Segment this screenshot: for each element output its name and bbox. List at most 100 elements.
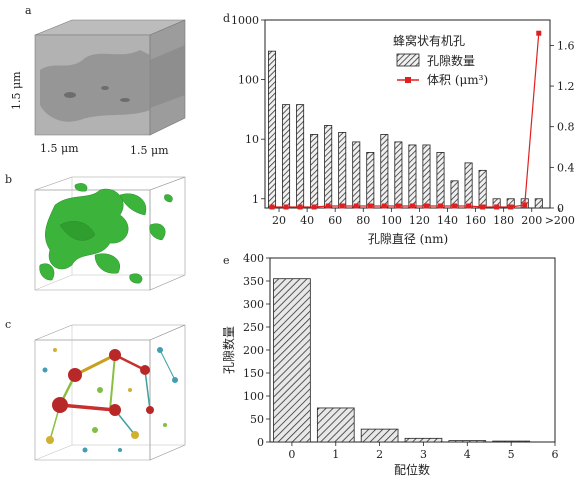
chart-d-volume-point xyxy=(367,203,373,209)
chart-d-xtick-label: 40 xyxy=(300,214,314,227)
chart-d-title: 蜂窝状有机孔 xyxy=(393,33,465,48)
chart-d-xtick-label: 140 xyxy=(437,214,458,227)
chart-d-volume-point xyxy=(269,204,275,210)
chart-d-ytick-right-label: 0.8 xyxy=(557,121,575,134)
panel-a-dim-bottom-left: 1.5 μm xyxy=(40,142,79,155)
panel-a-dim-left: 1.5 μm xyxy=(10,71,23,110)
chart-d-volume-point xyxy=(494,204,500,210)
panel-a-label: a xyxy=(25,4,32,17)
chart-e-axes: 0 1 2 3 4 5 6 0 50 100 150 200 250 300 350 400 xyxy=(243,252,559,461)
chart-d-ytick-label: 10 xyxy=(245,133,259,146)
chart-d-xtick-label: 80 xyxy=(356,214,370,227)
chart-e-ytick-label: 350 xyxy=(243,275,264,288)
chart-e-plot-area xyxy=(269,257,556,443)
chart-e-ytick-label: 200 xyxy=(243,344,264,357)
chart-d-plot-area xyxy=(264,19,551,209)
chart-d-volume-point xyxy=(353,203,359,209)
chart-e-ytick-label: 150 xyxy=(243,367,264,380)
chart-e-ytick-label: 300 xyxy=(243,298,264,311)
chart-e-ytick-label: 100 xyxy=(243,390,264,403)
legend-label-volume: 体积 (μm³) xyxy=(427,73,488,87)
chart-d-xtick-label: 120 xyxy=(409,214,430,227)
chart-d-bar xyxy=(338,131,347,209)
chart-d-ytick-label: 1000 xyxy=(231,14,259,27)
chart-e-xtick-label: 3 xyxy=(420,448,427,461)
chart-d-volume-point xyxy=(423,203,429,209)
panel-a-cube: a 1.5 μm 1.5 μm 1.5 μm xyxy=(10,4,186,157)
chart-d-bar xyxy=(380,134,389,209)
chart-d-volume-point xyxy=(395,203,401,209)
chart-e-bar xyxy=(492,440,530,443)
chart-d-bar xyxy=(366,151,375,209)
legend-swatch-count xyxy=(396,53,420,67)
chart-d-bar xyxy=(268,50,277,209)
chart-e-xtick-label: 4 xyxy=(464,448,471,461)
legend-swatch-volume-marker xyxy=(405,77,411,83)
panel-d: d 20 40 60 80 100 120 140 160 180 200 >200 1 10 100 10… xyxy=(215,0,588,250)
chart-d-xtick-label: 100 xyxy=(381,214,402,227)
panel-a: a 1.5 μm 1.5 μm 1.5 μm xyxy=(0,0,200,160)
chart-e-bar xyxy=(404,437,443,443)
chart-d-volume-point xyxy=(339,203,345,209)
chart-d-bar xyxy=(422,144,431,209)
chart-d-ytick-right-label: 0 xyxy=(557,202,564,215)
chart-d-xtick-label: 200 xyxy=(521,214,542,227)
chart-d-volume-point xyxy=(508,204,514,210)
legend-label-count: 孔隙数量 xyxy=(427,53,475,68)
chart-d-ytick-right-label: 0.4 xyxy=(557,161,575,174)
chart-e-ytick-label: 400 xyxy=(243,252,264,265)
chart-d-bar xyxy=(408,144,417,209)
chart-d-volume-point xyxy=(311,204,317,210)
chart-d-xtick-label: 60 xyxy=(328,214,342,227)
chart-d-bars xyxy=(268,50,543,209)
chart-e-ytick-label: 0 xyxy=(257,436,264,449)
chart-e-xtick-label: 0 xyxy=(288,448,295,461)
chart-d-ytick-right-label: 1.6 xyxy=(557,39,575,52)
chart-e: e 0 1 2 3 4 5 6 0 50 100 150 200 250 300 350 400 配位数 孔隙… xyxy=(221,252,559,477)
chart-d-bar xyxy=(352,141,361,209)
panel-b: b xyxy=(0,165,200,305)
panel-a-dim-bottom-right: 1.5 μm xyxy=(130,144,169,157)
chart-e-xtick-label: 5 xyxy=(508,448,515,461)
chart-d-xtick-label: >200 xyxy=(545,214,575,227)
chart-d-bar xyxy=(282,104,291,209)
chart-d-xtick-label: 160 xyxy=(465,214,486,227)
chart-d-volume-point xyxy=(325,203,331,209)
chart-e-ytick-label: 50 xyxy=(250,413,264,426)
panel-e-label: e xyxy=(223,254,230,267)
chart-d-bar xyxy=(534,198,543,209)
chart-d-volume-point xyxy=(381,203,387,209)
chart-e-xtick-label: 2 xyxy=(376,448,383,461)
chart-d-volume-point xyxy=(437,203,443,209)
chart-d-bar xyxy=(310,134,319,209)
chart-d-volume-point xyxy=(297,204,303,210)
chart-d: d 20 40 60 80 100 120 140 160 180 200 >200 1 10 100 10… xyxy=(223,12,575,246)
panel-b-cube: b xyxy=(5,173,186,291)
chart-e-bars xyxy=(273,278,530,443)
panel-c-label: c xyxy=(5,318,11,331)
chart-e-ytick-label: 250 xyxy=(243,321,264,334)
chart-d-volume-point xyxy=(536,30,542,36)
chart-e-bar xyxy=(316,407,355,443)
panel-c: c xyxy=(0,310,200,480)
chart-e-bar xyxy=(448,440,487,443)
chart-d-bar xyxy=(464,162,473,209)
panel-b-label: b xyxy=(5,173,12,186)
chart-e-xlabel: 配位数 xyxy=(394,462,430,477)
chart-e-bar xyxy=(273,278,311,443)
chart-e-ylabel: 孔隙数量 xyxy=(221,326,236,374)
chart-d-volume-point xyxy=(409,203,415,209)
chart-d-volume-point xyxy=(480,204,486,210)
panel-c-cube: c xyxy=(5,318,186,461)
chart-d-xlabel: 孔隙直径 (nm) xyxy=(368,232,448,246)
chart-d-xtick-label: 20 xyxy=(272,214,286,227)
chart-e-xtick-label: 1 xyxy=(332,448,339,461)
chart-d-volume-point xyxy=(452,203,458,209)
chart-d-ytick-right-label: 1.2 xyxy=(557,80,575,93)
chart-d-volume-point xyxy=(522,202,528,208)
chart-d-volume-point xyxy=(283,204,289,210)
chart-d-ytick-label: 100 xyxy=(238,74,259,87)
chart-d-bar xyxy=(436,151,445,209)
chart-e-bar xyxy=(360,428,399,443)
chart-d-ytick-label: 1 xyxy=(252,193,259,206)
